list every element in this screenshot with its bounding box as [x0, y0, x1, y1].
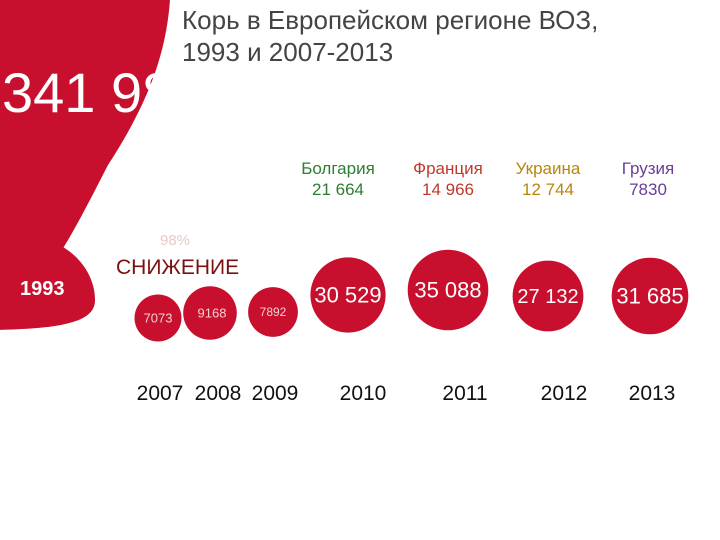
year-label-2010: 2010	[340, 382, 387, 405]
annotation-country: Грузия	[621, 159, 675, 178]
annotation-value: 21 664	[312, 180, 364, 199]
bubble-value-2013: 31 685	[616, 284, 683, 309]
bubble-value-2007: 7073	[144, 311, 173, 326]
chart-title: Корь в Европейском регионе ВОЗ, 1993 и 2…	[182, 4, 702, 68]
bubble-2009	[248, 287, 298, 337]
annotation-2013: Грузия 7830	[588, 158, 708, 200]
reduction-label: СНИЖЕНИЕ	[116, 256, 240, 279]
year-label-2012: 2012	[541, 382, 588, 405]
year-label-2011: 2011	[442, 382, 487, 405]
reduction-percent: 98%	[160, 232, 191, 249]
bubble-value-2012: 27 132	[517, 286, 578, 308]
bubble-2007	[134, 294, 182, 342]
bubble-2010	[310, 257, 386, 333]
annotation-value: 7830	[629, 180, 667, 199]
annotation-value: 14 966	[422, 180, 474, 199]
year-label-2008: 2008	[195, 382, 242, 405]
year-label-2013: 2013	[629, 382, 676, 405]
bubble-value-2009: 7892	[260, 305, 287, 319]
bubble-2013	[611, 257, 689, 335]
bubble-value-2008: 9168	[198, 306, 227, 321]
bubble-value-2010: 30 529	[314, 283, 381, 308]
year-label-2009: 2009	[252, 382, 299, 405]
annotation-value: 12 744	[522, 180, 574, 199]
annotation-2011: Франция 14 966	[388, 158, 508, 200]
annotation-2012: Украина 12 744	[488, 158, 608, 200]
baseline-year: 1993	[20, 278, 65, 300]
bubble-2008	[183, 286, 237, 340]
bubble-value-2011: 35 088	[414, 278, 481, 303]
bubble-1993-tail	[0, 240, 95, 330]
title-line-2: 1993 и 2007-2013	[182, 37, 394, 67]
baseline-value: 341 982	[2, 61, 205, 124]
annotation-country: Франция	[413, 159, 483, 178]
bubble-2011	[407, 249, 489, 331]
bubble-2012	[512, 260, 584, 332]
annotation-country: Болгария	[301, 159, 375, 178]
bubble-1993	[0, 0, 170, 273]
annotation-2010: Болгария 21 664	[278, 158, 398, 200]
year-label-2007: 2007	[137, 382, 184, 405]
year-bubbles: 7073 2007 9168 2008 7892 2009 30 529 2010 35 088…	[134, 249, 689, 405]
annotation-country: Украина	[515, 159, 581, 178]
title-line-1: Корь в Европейском регионе ВОЗ,	[182, 5, 599, 35]
